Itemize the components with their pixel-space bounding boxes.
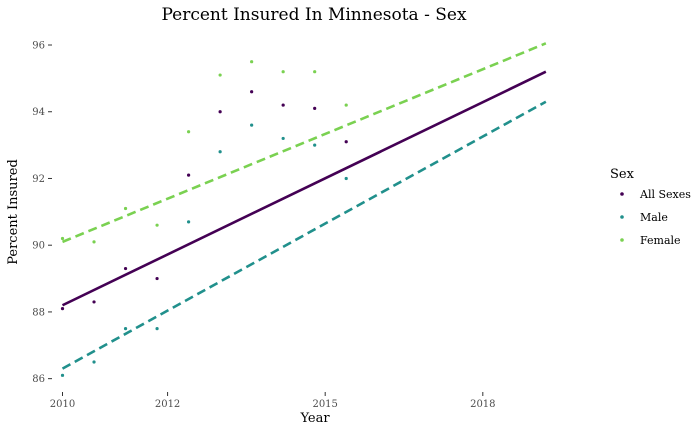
point-all-sexes <box>344 140 348 144</box>
trend-line-male <box>61 100 547 370</box>
legend-title: Sex <box>610 167 635 182</box>
y-tick-label: 94 <box>32 107 45 118</box>
y-tick-label: 92 <box>32 174 45 185</box>
y-tick-label: 86 <box>32 374 45 385</box>
data-points <box>60 60 348 377</box>
point-female <box>218 73 222 77</box>
point-all-sexes <box>281 103 285 107</box>
point-male <box>60 373 65 377</box>
legend-key-female <box>620 238 624 242</box>
point-female <box>92 240 96 244</box>
x-axis-title: Year <box>299 411 330 426</box>
point-female <box>186 130 191 134</box>
trend-line-all-sexes <box>61 70 547 307</box>
y-tick-label: 88 <box>32 307 45 318</box>
point-female <box>344 103 348 107</box>
point-all-sexes <box>250 90 254 94</box>
point-male <box>344 176 348 181</box>
point-female <box>123 206 128 211</box>
y-tick-label: 96 <box>32 41 45 52</box>
y-axis: 86 88 90 92 94 96 <box>32 41 52 385</box>
point-male <box>313 143 317 147</box>
point-male <box>155 327 159 331</box>
point-all-sexes <box>186 173 191 177</box>
y-tick-label: 90 <box>32 241 45 252</box>
point-all-sexes <box>155 276 159 281</box>
legend-label-all-sexes: All Sexes <box>639 188 691 201</box>
point-female <box>250 60 254 64</box>
point-male <box>123 327 128 331</box>
x-tick-label: 2010 <box>50 399 75 410</box>
point-male <box>186 220 191 224</box>
y-axis-title: Percent Insured <box>6 159 21 265</box>
point-male <box>92 360 96 364</box>
legend-label-female: Female <box>640 234 681 247</box>
x-axis: 2010 2012 2015 2018 <box>50 392 496 410</box>
point-all-sexes <box>313 106 317 111</box>
x-tick-label: 2015 <box>312 399 337 410</box>
x-tick-label: 2018 <box>470 399 495 410</box>
x-tick-label: 2012 <box>155 399 180 410</box>
point-female <box>60 236 65 241</box>
point-female <box>155 223 159 227</box>
legend: Sex All Sexes Male Female <box>610 167 691 247</box>
legend-label-male: Male <box>640 211 668 224</box>
point-all-sexes <box>92 300 96 304</box>
point-male <box>281 136 285 141</box>
point-female <box>281 70 285 74</box>
point-all-sexes <box>60 306 65 311</box>
trend-line-female <box>62 42 547 244</box>
legend-key-male <box>620 215 624 219</box>
trend-lines <box>61 42 547 370</box>
point-male <box>250 123 254 127</box>
legend-key-all-sexes <box>620 192 624 196</box>
point-all-sexes <box>218 110 222 114</box>
chart-title: Percent Insured In Minnesota - Sex <box>161 5 466 25</box>
point-all-sexes <box>123 266 128 271</box>
point-male <box>218 150 222 154</box>
point-female <box>313 70 317 74</box>
